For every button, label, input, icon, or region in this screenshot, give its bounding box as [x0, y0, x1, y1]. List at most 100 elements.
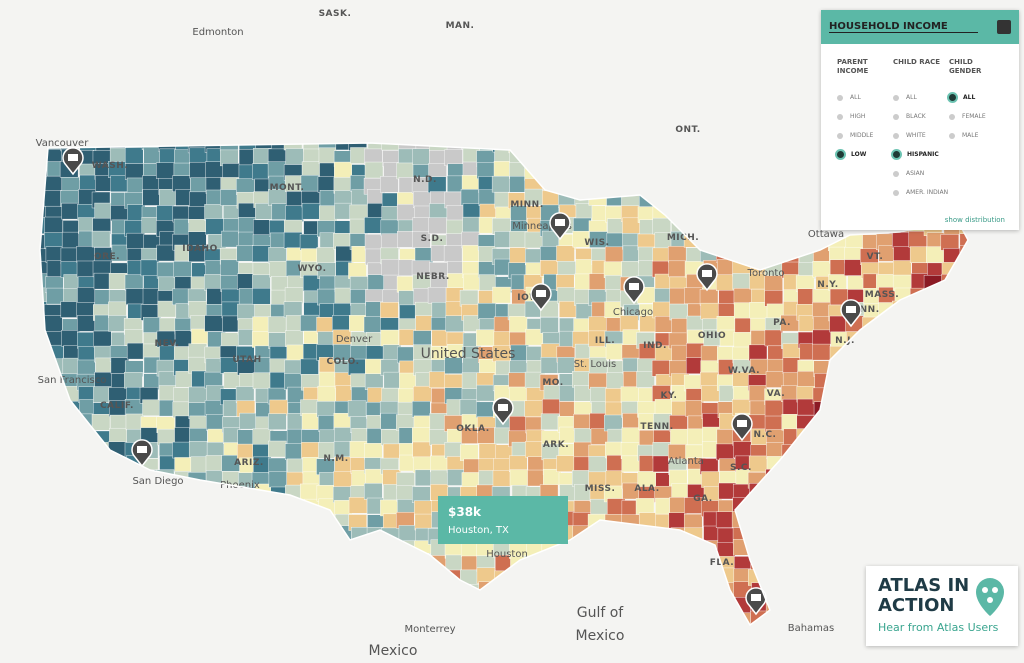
county	[140, 259, 160, 277]
county	[620, 386, 640, 403]
filter-option[interactable]: MALE	[949, 126, 1005, 145]
filter-option[interactable]: MIDDLE	[837, 126, 893, 145]
county	[827, 416, 847, 433]
filter-option[interactable]: HISPANIC	[891, 145, 949, 164]
county	[174, 511, 193, 529]
filter-option[interactable]: BLACK	[893, 107, 949, 126]
county	[812, 343, 831, 361]
county	[684, 150, 704, 167]
county	[830, 400, 849, 418]
county	[125, 624, 144, 625]
county	[703, 583, 722, 600]
map-label: Denver	[336, 334, 373, 345]
county	[44, 175, 63, 193]
county	[558, 626, 576, 642]
pin-book	[137, 446, 147, 453]
county	[702, 143, 722, 150]
map-label: CONN.	[844, 305, 879, 315]
county	[892, 398, 912, 416]
county	[413, 385, 432, 403]
county	[957, 441, 968, 458]
measure-dropdown[interactable]: HOUSEHOLD INCOME	[829, 21, 978, 33]
county	[491, 175, 511, 193]
county	[204, 612, 223, 625]
county	[543, 148, 562, 165]
county	[909, 246, 929, 263]
story-pin[interactable]	[131, 439, 153, 468]
county	[620, 583, 640, 600]
county	[413, 191, 432, 209]
county	[909, 287, 929, 305]
county	[670, 623, 689, 625]
county	[398, 568, 418, 585]
county	[175, 371, 194, 388]
tooltip-value: $38k	[448, 505, 482, 519]
story-pin[interactable]	[623, 276, 645, 305]
county	[782, 569, 801, 587]
county	[910, 345, 930, 362]
county	[269, 554, 288, 571]
county	[139, 567, 159, 584]
map-label: Phoenix	[220, 480, 260, 491]
filter-option[interactable]: ALL	[837, 88, 893, 107]
county	[445, 554, 464, 572]
county	[639, 143, 658, 152]
collapse-button[interactable]	[997, 20, 1011, 34]
county	[783, 206, 802, 223]
county	[974, 233, 992, 249]
county	[797, 597, 816, 614]
atlas-in-action[interactable]: ATLAS IN ACTION Hear from Atlas Users	[866, 566, 1018, 646]
county	[797, 371, 816, 388]
county	[509, 455, 528, 473]
county	[973, 329, 991, 345]
option-label: ALL	[963, 94, 976, 101]
county	[239, 595, 258, 612]
story-pin[interactable]	[731, 413, 753, 442]
radio	[893, 170, 899, 177]
county	[939, 538, 959, 556]
story-pin[interactable]	[840, 299, 862, 328]
map-label: OHIO	[698, 331, 726, 341]
filter-option[interactable]: WHITE	[893, 126, 949, 145]
county	[267, 161, 287, 178]
filter-option[interactable]: LOW	[835, 145, 893, 164]
county	[748, 344, 768, 362]
filter-column: PARENT INCOME ALL HIGH MIDDLE LOW	[835, 58, 893, 202]
county	[284, 287, 304, 304]
county	[462, 245, 481, 262]
county	[639, 147, 658, 165]
filter-option[interactable]: ASIAN	[893, 164, 949, 183]
county	[188, 441, 208, 458]
county	[300, 358, 319, 376]
county	[911, 371, 931, 389]
county	[892, 231, 911, 249]
story-pin[interactable]	[530, 283, 552, 312]
county	[621, 554, 641, 571]
story-pin[interactable]	[745, 587, 767, 616]
county	[959, 245, 968, 262]
county	[236, 245, 256, 262]
county	[863, 512, 882, 529]
story-pin[interactable]	[696, 263, 718, 292]
county	[252, 163, 271, 180]
county	[189, 147, 208, 165]
filter-option[interactable]: HIGH	[837, 107, 893, 126]
county	[156, 162, 175, 179]
story-pin[interactable]	[492, 397, 514, 426]
filter-option[interactable]: ALL	[893, 88, 949, 107]
county	[687, 204, 707, 221]
filter-option[interactable]: FEMALE	[949, 107, 1005, 126]
story-pin[interactable]	[549, 212, 571, 241]
filter-option[interactable]: AMER. INDIAN	[893, 183, 949, 202]
show-distribution-link[interactable]: show distribution	[944, 216, 1005, 224]
county	[860, 457, 880, 474]
county	[205, 639, 223, 655]
county	[604, 414, 623, 432]
county	[412, 217, 431, 234]
county	[764, 247, 783, 264]
county	[124, 274, 144, 291]
map-label: Edmonton	[192, 27, 243, 38]
county	[204, 596, 223, 613]
county	[110, 540, 129, 557]
filter-option[interactable]: ALL	[947, 88, 1005, 107]
